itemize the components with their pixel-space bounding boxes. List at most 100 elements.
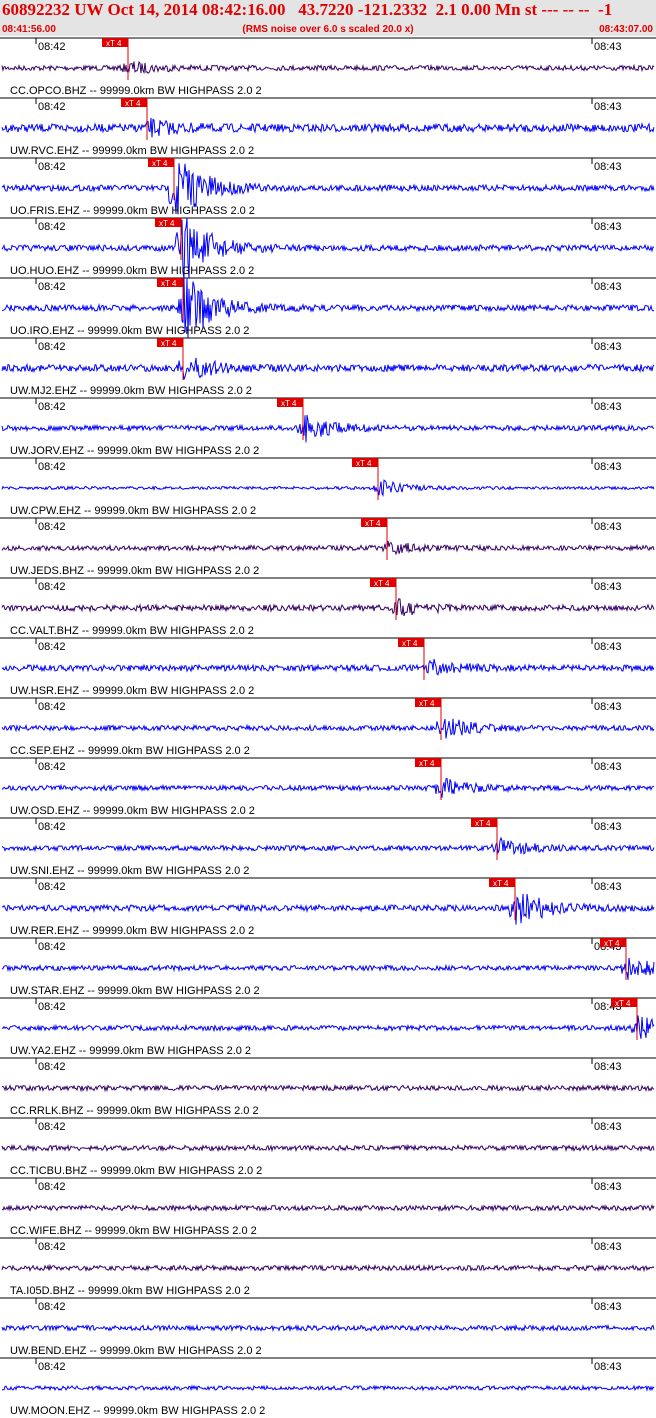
tick-label: 08:43 bbox=[594, 101, 622, 113]
tick-label: 08:43 bbox=[594, 1181, 622, 1193]
tick-label: 08:42 bbox=[38, 1121, 66, 1133]
pick-label: xT 4 bbox=[365, 519, 381, 528]
tick-label: 08:43 bbox=[594, 341, 622, 353]
waveform bbox=[1, 658, 655, 676]
trace-label: UW.HSR.EHZ -- 99999.0km BW HIGHPASS 2.0 … bbox=[10, 685, 254, 697]
waveform bbox=[1, 598, 655, 617]
tick-label: 08:43 bbox=[594, 881, 622, 893]
tick-label: 08:42 bbox=[38, 101, 66, 113]
tick-label: 08:42 bbox=[38, 401, 66, 413]
waveform bbox=[1, 1143, 655, 1153]
tick-label: 08:43 bbox=[594, 1241, 622, 1253]
pick-label: xT 4 bbox=[419, 759, 435, 768]
trace-label: UW.MJ2.EHZ -- 99999.0km BW HIGHPASS 2.0 … bbox=[10, 385, 252, 397]
waveform bbox=[1, 540, 655, 556]
trace-label: UW.BEND.EHZ -- 99999.0km BW HIGHPASS 2.0… bbox=[10, 1345, 262, 1357]
trace-label: CC.RRLK.BHZ -- 99999.0km BW HIGHPASS 2.0… bbox=[10, 1105, 259, 1117]
trace-label: UO.HUO.EHZ -- 99999.0km BW HIGHPASS 2.0 … bbox=[10, 265, 254, 277]
pick-label: xT 4 bbox=[125, 99, 141, 108]
tick-label: 08:42 bbox=[38, 41, 66, 53]
tick-label: 08:42 bbox=[38, 341, 66, 353]
pick-label: xT 4 bbox=[152, 159, 168, 168]
trace-label: CC.TICBU.BHZ -- 99999.0km BW HIGHPASS 2.… bbox=[10, 1165, 262, 1177]
tick-label: 08:42 bbox=[38, 1241, 66, 1253]
tick-label: 08:42 bbox=[38, 221, 66, 233]
pick-box bbox=[277, 398, 303, 407]
tick-label: 08:42 bbox=[38, 1061, 66, 1073]
trace-label: UW.MOON.EHZ -- 99999.0km BW HIGHPASS 2.0… bbox=[10, 1405, 265, 1417]
tick-label: 08:42 bbox=[38, 581, 66, 593]
tick-label: 08:43 bbox=[594, 1061, 622, 1073]
pick-box bbox=[370, 578, 396, 587]
tick-label: 08:42 bbox=[38, 881, 66, 893]
pick-label: xT 4 bbox=[374, 579, 390, 588]
tick-label: 08:43 bbox=[594, 521, 622, 533]
waveform bbox=[1, 893, 655, 925]
tick-label: 08:42 bbox=[38, 461, 66, 473]
pick-label: xT 4 bbox=[604, 939, 620, 948]
waveform bbox=[1, 718, 655, 739]
tick-label: 08:43 bbox=[594, 281, 622, 293]
tick-label: 08:42 bbox=[38, 941, 66, 953]
waveform bbox=[1, 836, 655, 856]
pick-box bbox=[157, 338, 183, 347]
pick-label: xT 4 bbox=[493, 879, 509, 888]
waveform bbox=[1, 61, 655, 75]
title: 60892232 UW Oct 14, 2014 08:42:16.00 43.… bbox=[2, 0, 612, 19]
waveform bbox=[1, 1384, 655, 1392]
pick-box bbox=[121, 98, 147, 107]
waveform bbox=[1, 277, 655, 339]
trace-label: CC.OPCO.BHZ -- 99999.0km BW HIGHPASS 2.0… bbox=[10, 85, 262, 97]
pick-label: xT 4 bbox=[161, 279, 177, 288]
pick-box bbox=[415, 758, 441, 767]
waveform bbox=[1, 357, 655, 380]
start-time: 08:41:56.00 bbox=[2, 24, 56, 35]
trace-label: UW.RER.EHZ -- 99999.0km BW HIGHPASS 2.0 … bbox=[10, 925, 254, 937]
trace-label: UO.FRIS.EHZ -- 99999.0km BW HIGHPASS 2.0… bbox=[10, 205, 255, 217]
pick-box bbox=[102, 38, 128, 47]
tick-label: 08:42 bbox=[38, 701, 66, 713]
waveform bbox=[1, 479, 655, 497]
trace-label: UW.RVC.EHZ -- 99999.0km BW HIGHPASS 2.0 … bbox=[10, 145, 254, 157]
waveform bbox=[1, 777, 655, 798]
pick-label: xT 4 bbox=[159, 219, 175, 228]
waveform bbox=[1, 217, 655, 279]
waveform bbox=[1, 117, 655, 138]
trace-label: UW.OSD.EHZ -- 99999.0km BW HIGHPASS 2.0 … bbox=[10, 805, 255, 817]
tick-label: 08:43 bbox=[594, 821, 622, 833]
tick-label: 08:42 bbox=[38, 161, 66, 173]
trace-label: UW.JORV.EHZ -- 99999.0km BW HIGHPASS 2.0… bbox=[10, 445, 259, 457]
waveform bbox=[1, 414, 655, 443]
trace-label: CC.SEP.EHZ -- 99999.0km BW HIGHPASS 2.0 … bbox=[10, 745, 250, 757]
waveform bbox=[1, 1323, 655, 1333]
tick-label: 08:43 bbox=[594, 41, 622, 53]
waveform bbox=[1, 163, 655, 215]
waveform bbox=[1, 957, 655, 980]
pick-box bbox=[471, 818, 497, 827]
tick-label: 08:43 bbox=[594, 1301, 622, 1313]
pick-label: xT 4 bbox=[419, 699, 435, 708]
tick-label: 08:43 bbox=[594, 461, 622, 473]
trace-label: UW.STAR.EHZ -- 99999.0km BW HIGHPASS 2.0… bbox=[10, 985, 260, 997]
pick-box bbox=[398, 638, 424, 647]
pick-box bbox=[415, 698, 441, 707]
pick-box bbox=[352, 458, 378, 467]
waveform bbox=[1, 1263, 655, 1273]
tick-label: 08:42 bbox=[38, 1361, 66, 1373]
tick-label: 08:43 bbox=[594, 581, 622, 593]
pick-box bbox=[157, 278, 183, 287]
tick-label: 08:42 bbox=[38, 1301, 66, 1313]
waveform bbox=[2, 1083, 655, 1093]
tick-label: 08:43 bbox=[594, 641, 622, 653]
pick-label: xT 4 bbox=[356, 459, 372, 468]
pick-label: xT 4 bbox=[615, 999, 631, 1008]
trace-label: UW.YA2.EHZ -- 99999.0km BW HIGHPASS 2.0 … bbox=[10, 1045, 251, 1057]
pick-label: xT 4 bbox=[281, 399, 297, 408]
pick-label: xT 4 bbox=[106, 39, 122, 48]
pick-box bbox=[148, 158, 174, 167]
tick-label: 08:43 bbox=[594, 221, 622, 233]
pick-label: xT 4 bbox=[475, 819, 491, 828]
pick-label: xT 4 bbox=[161, 339, 177, 348]
tick-label: 08:43 bbox=[594, 161, 622, 173]
